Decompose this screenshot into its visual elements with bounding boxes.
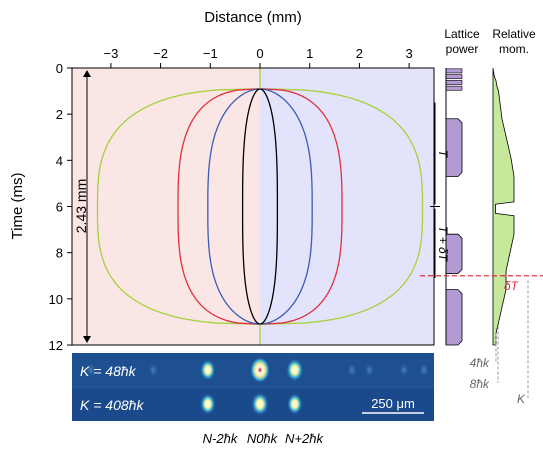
trajectory-line-outer-right (259, 88, 424, 325)
faint-atom-cloud (147, 362, 160, 378)
x-tick-label: 1 (306, 46, 313, 61)
image-row-label-1: K = 48ħk (80, 363, 137, 379)
y-tick-label: 2 (56, 107, 63, 122)
faint-atom-cloud (85, 362, 98, 378)
distance-annotation: 2.43 mm (73, 70, 91, 343)
period-label: T (436, 150, 450, 159)
scale-bar-label: 250 μm (371, 396, 415, 411)
peak-label-plus: N+2ħk (285, 431, 324, 446)
annotation-arrow-bottom (83, 336, 91, 343)
trajectory-line-blue-left (207, 88, 261, 325)
faint-atom-cloud (398, 362, 411, 378)
x-tick-label: −1 (203, 46, 218, 61)
faint-atom-cloud (418, 362, 431, 378)
trajectory-line-outer-left (96, 88, 261, 325)
y-tick-label: 0 (56, 61, 63, 76)
lattice-spike (445, 85, 463, 91)
step-label: 8ħk (470, 377, 490, 391)
annotation-arrow-top (83, 70, 91, 77)
delta-t-marker: δT (420, 275, 543, 293)
momentum-profile (492, 67, 515, 346)
faint-atom-cloud (345, 362, 358, 378)
atom-cloud (199, 393, 216, 415)
x-tick-label: 0 (256, 46, 263, 61)
lattice-spike (445, 80, 463, 85)
period-label: T + δT (436, 226, 450, 263)
atom-cloud (250, 357, 270, 383)
lattice-spike (445, 68, 463, 74)
right-half-background (260, 68, 434, 345)
momentum-title-line1: Relative (492, 27, 536, 41)
y-axis-label: Time (ms) (9, 173, 26, 240)
period-markers: T T + δT (430, 102, 450, 279)
atom-cloud (285, 358, 304, 382)
atom-cloud (199, 359, 216, 381)
image-row-label-2: K = 408ħk (80, 397, 144, 413)
x-axis-label: Distance (mm) (204, 9, 302, 26)
lattice-title-line2: power (446, 42, 479, 56)
left-half-background (72, 68, 260, 345)
momentum-step-labels: 4ħk 8ħk K (470, 280, 529, 406)
momentum-title-line2: mom. (499, 42, 529, 56)
trajectory-line-blue-right (259, 88, 313, 325)
annotation-label: 2.43 mm (73, 179, 89, 233)
y-tick-label: 4 (56, 153, 63, 168)
x-axis-ticks: −3 −2 −1 0 1 2 3 (103, 46, 413, 68)
trajectory-line-red-right (259, 88, 343, 325)
y-tick-label: 10 (49, 292, 63, 307)
peak-label-minus: N-2ħk (203, 431, 239, 446)
delta-t-label: δT (504, 279, 520, 293)
trajectory-line-red-left (177, 88, 261, 325)
trajectory-curves (96, 68, 424, 345)
trajectory-line-inner-left (241, 88, 261, 325)
y-tick-label: 8 (56, 246, 63, 261)
momentum-area (492, 67, 515, 346)
lattice-title-line1: Lattice (444, 27, 480, 41)
y-tick-label: 12 (49, 338, 63, 353)
trajectory-line-inner-right (259, 88, 279, 325)
x-tick-label: 2 (356, 46, 363, 61)
y-tick-label: 6 (56, 200, 63, 215)
x-tick-label: 3 (405, 46, 412, 61)
faint-atom-cloud (363, 362, 376, 378)
lattice-pulse (445, 289, 463, 346)
x-tick-label: −2 (153, 46, 168, 61)
y-axis-ticks: 0 2 4 6 8 10 12 (49, 61, 72, 353)
relative-momentum-panel: Relative mom. δT 4ħk 8ħk K (420, 27, 543, 406)
atom-cloud (251, 392, 269, 416)
step-label: K (517, 392, 526, 406)
lattice-spike (445, 74, 463, 80)
lattice-pulses (445, 68, 463, 346)
step-label: 4ħk (470, 356, 490, 370)
lattice-power-panel: Lattice power T T + δT (430, 27, 480, 346)
atom-cloud (286, 393, 303, 415)
x-tick-label: −3 (103, 46, 118, 61)
absorption-images: K = 48ħk K = 408ħk 250 μm N-2ħk N0ħk N+2… (72, 353, 434, 446)
lattice-pulse (445, 118, 463, 177)
peak-label-zero: N0ħk (247, 431, 279, 446)
atom-cloud-spots (85, 357, 431, 416)
